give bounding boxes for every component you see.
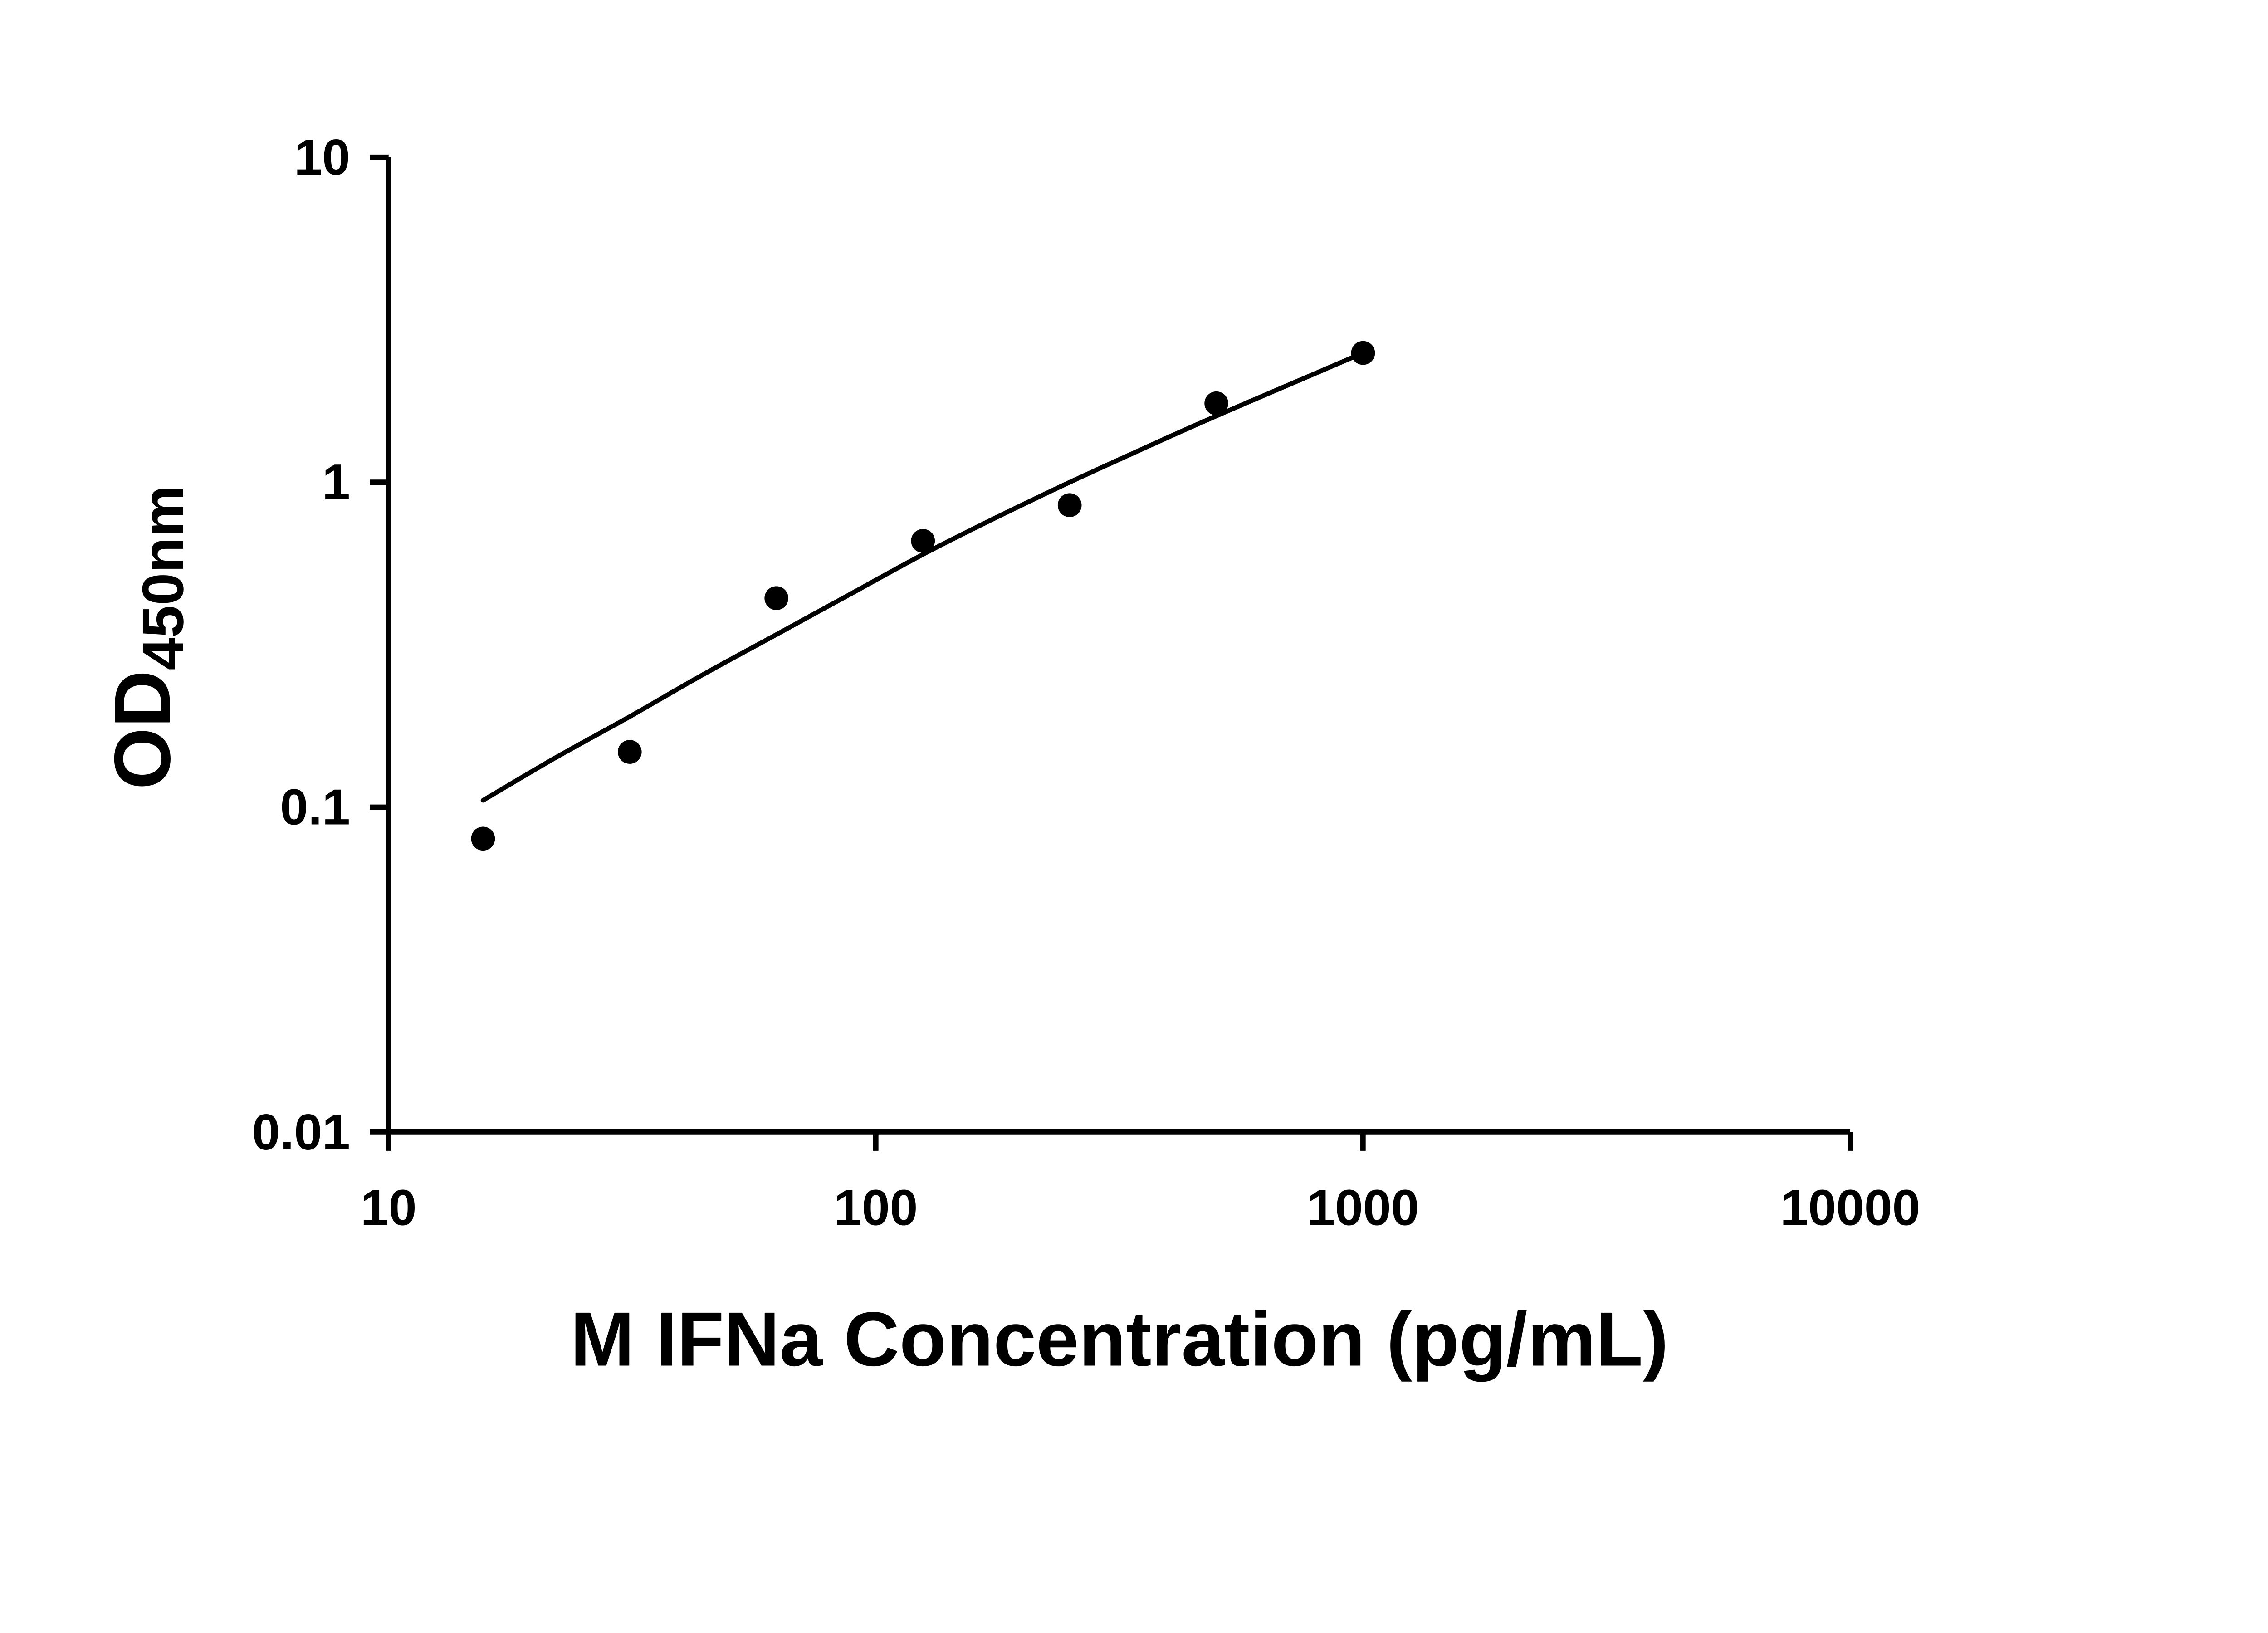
- data-point: [1204, 391, 1228, 416]
- plot-layer: [471, 341, 1375, 851]
- x-tick-label: 10000: [1780, 1179, 1920, 1236]
- axes-layer: 10 100 1000 10000 0.01 0.1 1 10: [252, 129, 1921, 1236]
- data-point: [471, 826, 495, 851]
- axis-spine: [386, 157, 1850, 1135]
- data-point: [911, 529, 935, 553]
- data-point: [617, 740, 642, 764]
- x-axis-title: M IFNa Concentration (pg/mL): [570, 1296, 1668, 1382]
- x-tick-label: 100: [834, 1179, 918, 1236]
- data-point: [1351, 341, 1375, 365]
- data-point: [764, 586, 789, 611]
- data-point: [1057, 493, 1082, 518]
- y-axis-title-main: OD: [98, 670, 187, 789]
- y-tick-label: 10: [294, 129, 350, 186]
- x-tick-label: 10: [361, 1179, 417, 1236]
- y-axis-title: OD450nm: [98, 485, 196, 790]
- y-tick-label: 0.1: [280, 779, 350, 836]
- y-tick-label: 1: [322, 454, 350, 510]
- x-tick-label: 1000: [1307, 1179, 1419, 1236]
- y-axis-title-sub: 450nm: [131, 485, 196, 670]
- y-tick-label: 0.01: [252, 1104, 350, 1160]
- fit-curve: [480, 350, 1366, 803]
